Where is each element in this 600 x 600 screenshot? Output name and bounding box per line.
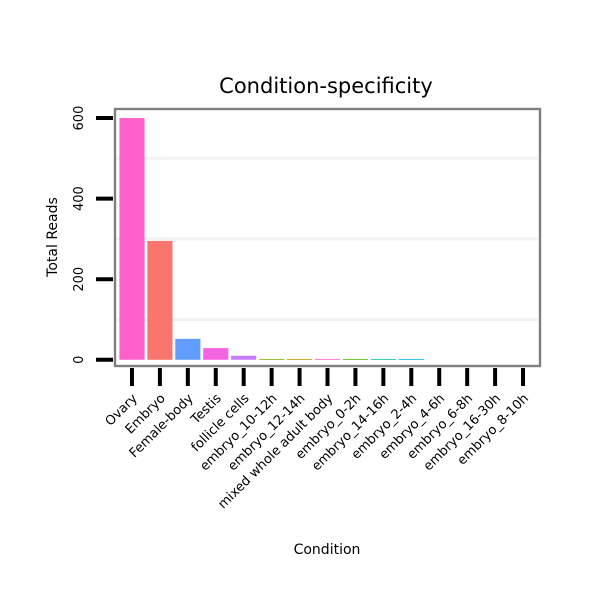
x-axis-title: Condition bbox=[294, 542, 361, 558]
y-tick-label-200: 200 bbox=[72, 267, 87, 292]
bar-embryo-14-16h bbox=[370, 358, 396, 360]
bar-testis bbox=[203, 348, 229, 360]
bar-embryo-12-14h bbox=[286, 358, 313, 360]
y-tick-label-600: 600 bbox=[72, 106, 87, 131]
gridlines bbox=[117, 156, 538, 321]
y-tick-label-0: 0 bbox=[72, 356, 87, 364]
plot-panel-border bbox=[113, 107, 542, 368]
bars bbox=[119, 118, 424, 360]
y-axis-title: Total Reads bbox=[45, 197, 61, 278]
y-axis: 0 200 400 600 bbox=[72, 106, 113, 364]
chart-title: Condition-specificity bbox=[219, 74, 433, 98]
bar-embryo-2-4h bbox=[398, 358, 424, 360]
bar-mixed-whole-adult-body bbox=[314, 358, 341, 360]
bar-embryo bbox=[147, 240, 173, 360]
y-tick-label-400: 400 bbox=[72, 186, 87, 211]
bar-embryo-10-12h bbox=[259, 358, 285, 360]
bar-ovary bbox=[119, 118, 145, 360]
bar-embryo-0-2h bbox=[342, 358, 369, 360]
bar-follicle-cells bbox=[231, 355, 257, 360]
bar-female-body bbox=[175, 338, 201, 360]
